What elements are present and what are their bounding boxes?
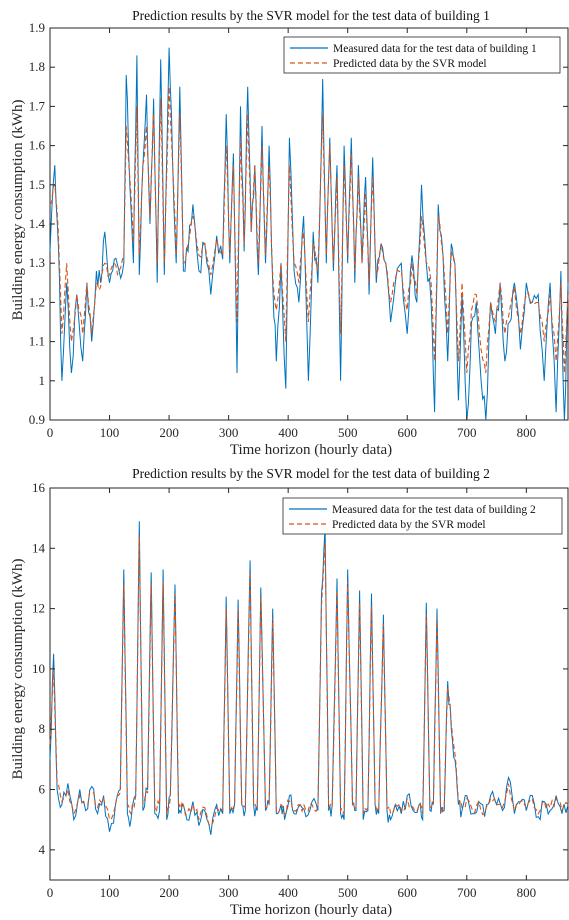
plot-area: 0 100 200 300 400 500 600 700 800 0.9 1 1.1 1.2 1.3 1.… xyxy=(29,20,569,440)
legend: Measured data for the test data of build… xyxy=(282,497,563,535)
x-tick-label: 500 xyxy=(338,425,358,440)
legend-box xyxy=(283,36,561,74)
chart-title: Prediction results by the SVR model for … xyxy=(132,466,490,481)
y-tick-label: 14 xyxy=(32,540,46,555)
chart-building-2: Prediction results by the SVR model for … xyxy=(10,466,569,918)
y-tick-label: 10 xyxy=(32,661,45,676)
axes-frame xyxy=(49,487,569,881)
legend-label-measured: Measured data for the test data of build… xyxy=(333,43,537,55)
x-tick-label: 600 xyxy=(397,425,417,440)
legend-label-predicted: Predicted data by the SVR model xyxy=(332,519,486,531)
legend-label-measured: Measured data for the test data of build… xyxy=(332,504,536,516)
x-tick-label: 0 xyxy=(47,885,54,900)
x-tick-label: 100 xyxy=(100,885,120,900)
chart-title: Prediction results by the SVR model for … xyxy=(132,8,490,23)
y-tick-label: 6 xyxy=(39,782,46,797)
legend-label-predicted: Predicted data by the SVR model xyxy=(333,58,487,70)
y-tick-label: 1.7 xyxy=(29,98,46,113)
series-line-predicted xyxy=(49,86,569,374)
y-tick-label: 4 xyxy=(39,842,46,857)
y-tick-label: 8 xyxy=(39,721,46,736)
x-tick-label: 300 xyxy=(219,885,239,900)
x-tick-label: 300 xyxy=(219,425,239,440)
x-tick-label: 200 xyxy=(159,425,179,440)
x-axis-label: Time horizon (hourly data) xyxy=(230,442,392,458)
series-line-measured xyxy=(49,521,569,835)
x-tick-label: 800 xyxy=(517,885,537,900)
x-tick-label: 700 xyxy=(457,885,477,900)
series-line-predicted xyxy=(49,536,569,827)
x-tick-label: 500 xyxy=(338,885,358,900)
legend-box xyxy=(282,497,563,535)
y-tick-label: 1.3 xyxy=(29,255,45,270)
y-tick-label: 1.9 xyxy=(29,20,45,35)
x-tick-label: 400 xyxy=(278,425,298,440)
legend: Measured data for the test data of build… xyxy=(283,36,561,74)
y-tick-label: 1.6 xyxy=(29,138,46,153)
y-tick-label: 1.5 xyxy=(29,177,45,192)
x-tick-label: 200 xyxy=(159,885,179,900)
y-tick-label: 1 xyxy=(39,373,46,388)
y-tick-label: 1.4 xyxy=(29,216,46,231)
y-axis-label: Building energy consumption (kWh) xyxy=(10,559,26,780)
y-tick-label: 12 xyxy=(32,601,45,616)
y-tick-label: 1.2 xyxy=(29,294,45,309)
plot-area: 0 100 200 300 400 500 600 700 800 4 6 8 10 12 14 16 xyxy=(32,480,569,900)
x-tick-label: 0 xyxy=(47,425,54,440)
x-tick-label: 600 xyxy=(397,885,417,900)
y-tick-label: 1.1 xyxy=(29,334,45,349)
x-tick-label: 400 xyxy=(278,885,298,900)
x-tick-label: 100 xyxy=(100,425,120,440)
y-tick-label: 0.9 xyxy=(29,412,45,427)
x-tick-label: 700 xyxy=(457,425,477,440)
y-axis-label: Building energy consumption (kWh) xyxy=(10,100,26,321)
y-tick-label: 16 xyxy=(32,480,46,495)
chart-building-1: Prediction results by the SVR model for … xyxy=(10,8,569,458)
x-tick-label: 800 xyxy=(517,425,537,440)
y-tick-label: 1.8 xyxy=(29,59,45,74)
x-axis-label: Time horizon (hourly data) xyxy=(230,902,392,918)
series-line-measured xyxy=(49,47,569,421)
